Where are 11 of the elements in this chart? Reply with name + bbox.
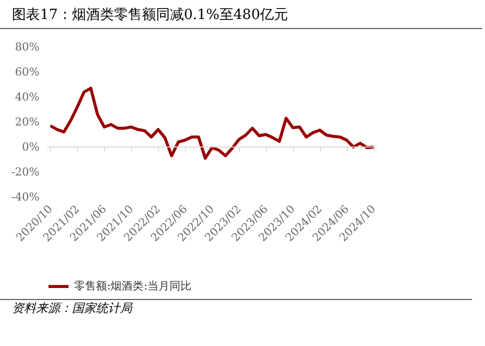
legend-label: 零售额:烟酒类:当月同比 (74, 280, 192, 292)
chart-title: 图表17：烟酒类零售额同减0.1%至480亿元 (0, 0, 482, 29)
y-tick-label: 40% (15, 90, 40, 104)
y-tick-label: -20% (11, 166, 40, 178)
y-tick-label: 80% (15, 40, 40, 54)
line-series (48, 86, 376, 160)
y-tick-label: 60% (15, 66, 40, 78)
y-tick-label: -40% (11, 190, 40, 204)
y-tick-label: 20% (15, 116, 40, 128)
text: 资料来源：国家统计局 (0, 299, 472, 317)
y-tick-label: 0% (22, 140, 40, 154)
